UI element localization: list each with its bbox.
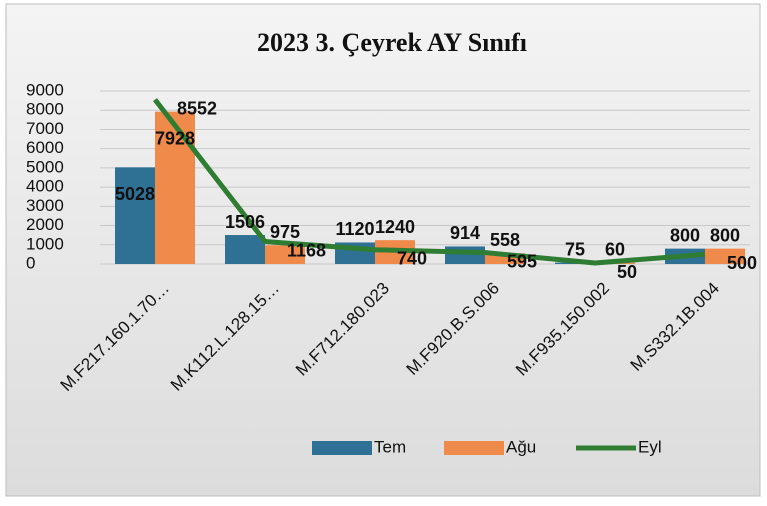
bar [225,235,265,264]
y-tick-label: 8000 [26,100,64,119]
data-label: 558 [490,230,520,250]
y-tick-label: 1000 [26,234,64,253]
line-series [153,98,706,266]
y-tick-label: 7000 [26,119,64,138]
bar [155,111,195,264]
legend-swatch [312,441,372,455]
data-label: 7928 [155,128,195,148]
data-label: 500 [727,253,757,273]
data-label: 60 [605,240,625,260]
chart-title: 2023 3. Çeyrek AY Sınıfı [257,28,527,57]
y-tick-label: 6000 [26,138,64,157]
y-tick-label: 5000 [26,157,64,176]
bar [485,253,525,264]
y-tick-label: 2000 [26,215,64,234]
data-label: 8552 [177,98,217,118]
legend-label: Ağu [506,437,536,456]
legend-label: Eyl [638,437,662,456]
data-label: 1168 [287,240,326,260]
y-tick-label: 0 [26,253,35,272]
bar [115,167,155,264]
data-label: 800 [710,225,740,245]
data-label: 75 [565,239,585,259]
y-tick-label: 3000 [26,196,64,215]
data-label: 740 [397,249,427,269]
data-label: 1240 [375,217,415,237]
data-label: 1506 [225,212,265,232]
y-tick-label: 9000 [26,80,64,99]
data-label: 914 [450,223,480,243]
legend-swatch [444,441,504,455]
data-label: 5028 [115,184,155,204]
data-label: 1120 [335,219,374,239]
data-label: 50 [617,262,637,282]
bar [265,245,305,264]
legend-label: Tem [374,437,406,456]
y-tick-label: 4000 [26,177,64,196]
bar [445,246,485,264]
data-label: 800 [670,225,700,245]
bar [705,248,745,264]
data-label: 975 [270,222,300,242]
data-label: 595 [507,251,537,271]
